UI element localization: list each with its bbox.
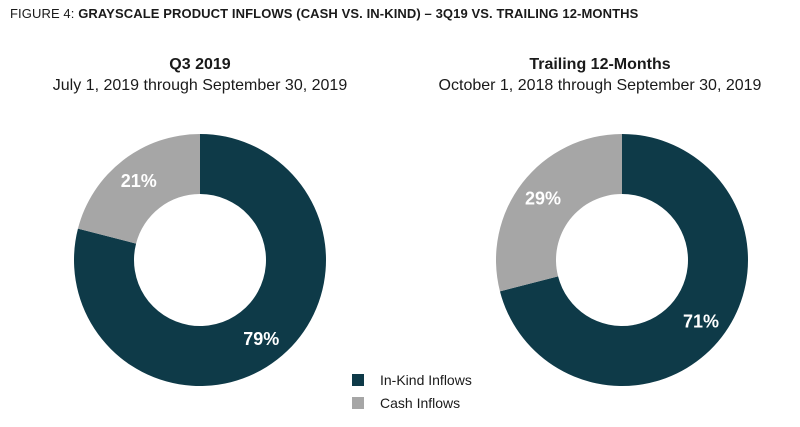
chart-subtitle: July 1, 2019 through September 30, 2019 — [52, 77, 348, 94]
donut-slice-in-kind — [74, 134, 326, 386]
legend-item-cash: Cash Inflows — [352, 391, 472, 414]
figure-title: FIGURE 4: GRAYSCALE PRODUCT INFLOWS (CAS… — [10, 6, 638, 21]
chart-header-q3: Q3 2019 July 1, 2019 through September 3… — [0, 56, 400, 95]
donut-slice-cash — [496, 134, 622, 292]
chart-header-trailing: Trailing 12-Months October 1, 2018 throu… — [400, 56, 800, 95]
legend-swatch-in-kind — [352, 373, 364, 386]
chart-subtitle: October 1, 2018 through September 30, 20… — [438, 77, 762, 94]
legend-label: Cash Inflows — [380, 394, 461, 411]
donut-slice-cash — [77, 134, 200, 244]
chart-title: Trailing 12-Months — [529, 56, 671, 73]
donut-chart-trailing: 71% 29% — [496, 134, 748, 386]
data-label-in-kind: 79% — [243, 329, 279, 349]
legend-swatch-cash — [352, 396, 364, 409]
data-label-cash: 29% — [525, 189, 561, 209]
figure-heading: GRAYSCALE PRODUCT INFLOWS (CASH VS. IN-K… — [78, 6, 639, 21]
figure-number: FIGURE 4: — [10, 6, 79, 21]
data-label-in-kind: 71% — [683, 311, 719, 331]
donut-chart-q3: 79% 21% — [74, 134, 326, 386]
legend-item-in-kind: In-Kind Inflows — [352, 368, 472, 391]
data-label-cash: 21% — [121, 171, 157, 191]
donut-slice-in-kind — [499, 134, 748, 386]
chart-title: Q3 2019 — [169, 56, 231, 73]
legend: In-Kind Inflows Cash Inflows — [352, 368, 472, 414]
legend-label: In-Kind Inflows — [380, 371, 472, 388]
